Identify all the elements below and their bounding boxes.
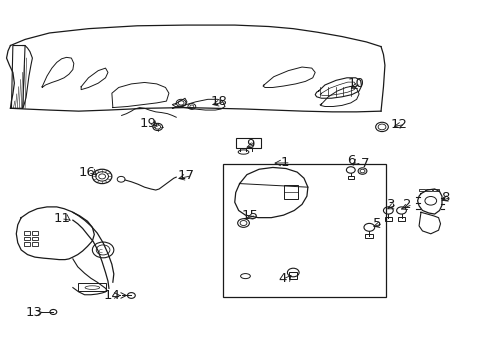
Bar xyxy=(78,283,106,291)
Text: 15: 15 xyxy=(242,209,258,222)
Bar xyxy=(24,237,30,240)
Bar xyxy=(365,234,372,238)
Bar xyxy=(384,217,391,221)
Bar xyxy=(425,189,431,192)
Text: 3: 3 xyxy=(386,198,394,211)
Text: 6: 6 xyxy=(347,154,355,167)
Bar xyxy=(32,231,38,234)
Text: C: C xyxy=(98,248,102,253)
Text: 11: 11 xyxy=(53,212,70,225)
Text: 17: 17 xyxy=(177,169,194,182)
Text: 14: 14 xyxy=(103,289,120,302)
Bar xyxy=(347,176,353,179)
Text: 8: 8 xyxy=(440,191,448,204)
Text: 5: 5 xyxy=(372,217,381,230)
Text: 16: 16 xyxy=(79,166,96,179)
Text: 12: 12 xyxy=(390,118,407,131)
Text: 10: 10 xyxy=(346,77,364,90)
Bar xyxy=(289,272,297,279)
Bar xyxy=(432,189,438,192)
Text: 7: 7 xyxy=(361,157,369,170)
Bar xyxy=(24,242,30,246)
Text: 1: 1 xyxy=(280,156,288,169)
Bar xyxy=(284,185,298,199)
Text: 13: 13 xyxy=(25,306,42,319)
Bar xyxy=(397,217,404,221)
Text: 9: 9 xyxy=(245,138,254,150)
Bar xyxy=(222,164,385,297)
Text: 2: 2 xyxy=(402,198,410,211)
Bar xyxy=(418,189,424,192)
Bar xyxy=(24,231,30,234)
Bar xyxy=(32,237,38,240)
Bar xyxy=(236,138,260,148)
Text: 18: 18 xyxy=(210,95,227,108)
Bar xyxy=(32,242,38,246)
Text: 19: 19 xyxy=(139,117,156,130)
Text: 4: 4 xyxy=(278,272,286,285)
